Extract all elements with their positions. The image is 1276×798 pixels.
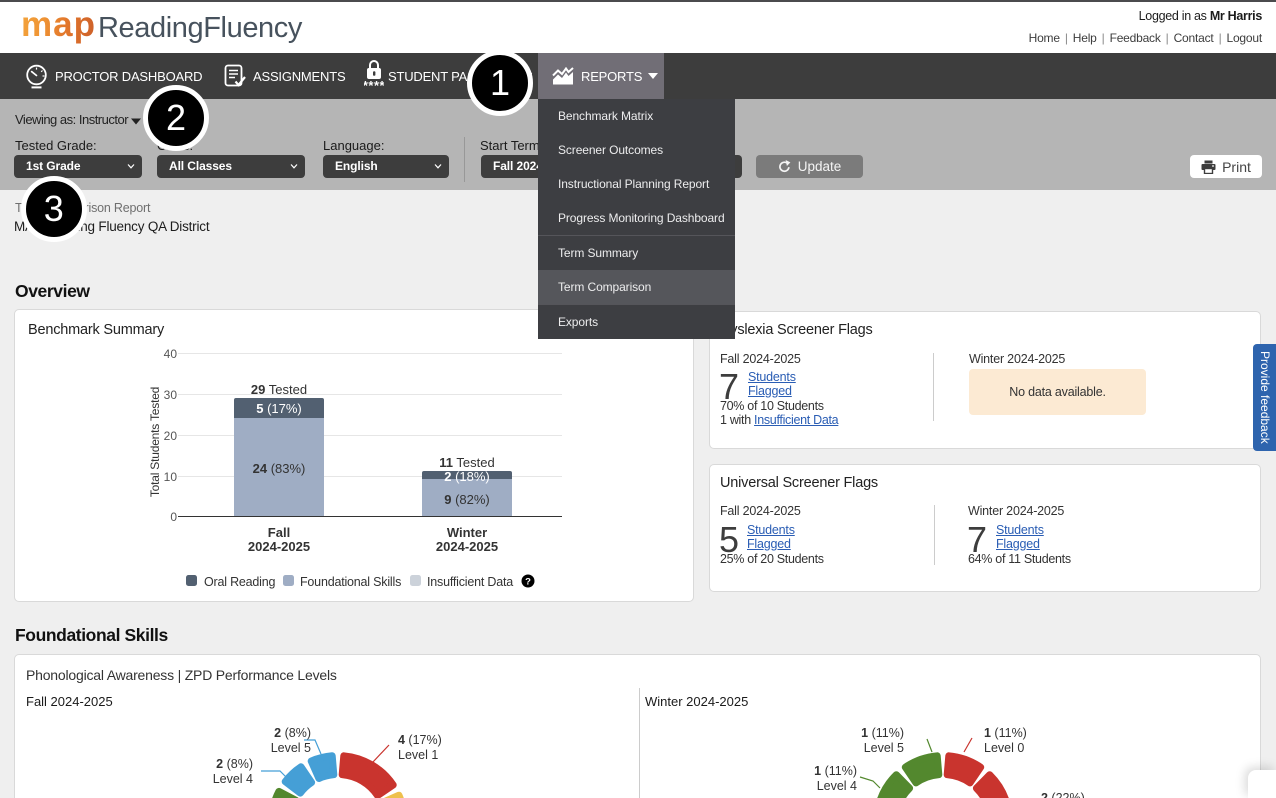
svg-text:?: ?	[525, 577, 531, 588]
svg-text:****: ****	[364, 78, 384, 93]
